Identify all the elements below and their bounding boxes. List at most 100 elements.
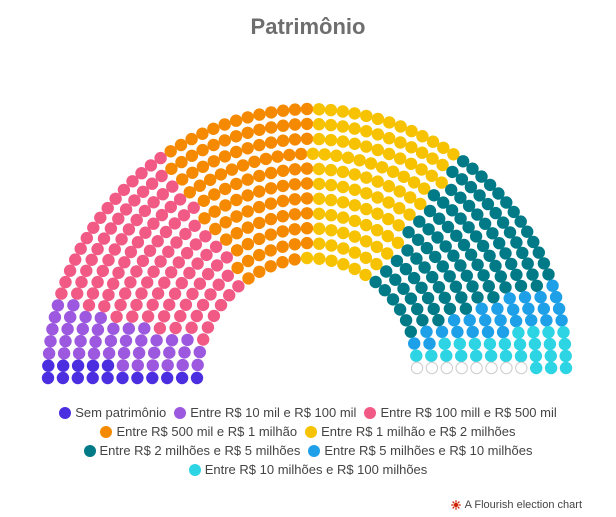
seat-dot[interactable] [431, 231, 444, 244]
seat-dot[interactable] [138, 204, 152, 218]
seat-dot[interactable] [300, 207, 314, 220]
seat-dot[interactable] [313, 222, 326, 235]
seat-dot[interactable] [411, 302, 424, 316]
seat-dot[interactable] [440, 349, 453, 362]
seat-dot[interactable] [477, 269, 490, 282]
seat-dot[interactable] [414, 197, 427, 211]
seat-dot[interactable] [145, 177, 159, 190]
seat-dot[interactable] [529, 349, 543, 363]
seat-dot[interactable] [527, 325, 540, 339]
seat-dot[interactable] [276, 164, 290, 177]
seat-dot[interactable] [499, 281, 512, 294]
seat-dot[interactable] [42, 359, 55, 372]
seat-dot[interactable] [460, 269, 473, 282]
seat-dot[interactable] [405, 141, 418, 154]
seat-dot[interactable] [86, 371, 99, 385]
seat-dot[interactable] [69, 253, 82, 266]
legend-item[interactable]: Entre R$ 2 milhões e R$ 5 milhões [83, 443, 300, 458]
seat-dot[interactable] [164, 145, 177, 158]
seat-dot[interactable] [102, 253, 115, 267]
seat-dot[interactable] [147, 217, 160, 230]
seat-dot[interactable] [248, 155, 261, 168]
seat-dot[interactable] [101, 371, 114, 385]
seat-dot[interactable] [496, 216, 510, 229]
seat-dot[interactable] [505, 257, 518, 271]
seat-dot[interactable] [117, 183, 131, 197]
seat-dot[interactable] [118, 256, 131, 269]
seat-dot[interactable] [300, 192, 314, 205]
seat-dot[interactable] [264, 136, 278, 149]
seat-dot[interactable] [426, 135, 440, 148]
seat-dot[interactable] [543, 337, 557, 351]
seat-dot[interactable] [336, 211, 350, 224]
seat-dot[interactable] [446, 165, 459, 179]
seat-dot[interactable] [433, 212, 446, 225]
seat-dot[interactable] [110, 310, 123, 323]
seat-dot[interactable] [197, 333, 210, 346]
seat-dot[interactable] [242, 272, 255, 285]
seat-dot[interactable] [381, 247, 394, 260]
seat-dot[interactable] [447, 148, 460, 161]
seat-dot[interactable] [271, 150, 284, 163]
seat-dot[interactable] [522, 302, 535, 315]
seat-dot[interactable] [410, 361, 424, 375]
seat-dot[interactable] [74, 242, 87, 255]
seat-dot[interactable] [264, 212, 278, 226]
seat-dot[interactable] [209, 222, 222, 236]
seat-dot[interactable] [223, 289, 236, 302]
seat-dot[interactable] [300, 102, 314, 116]
seat-dot[interactable] [447, 249, 460, 262]
seat-dot[interactable] [432, 314, 445, 327]
seat-dot[interactable] [360, 109, 373, 123]
seat-dot[interactable] [312, 192, 326, 205]
seat-dot[interactable] [241, 111, 254, 124]
seat-dot[interactable] [360, 140, 373, 153]
seat-dot[interactable] [300, 177, 314, 190]
seat-dot[interactable] [230, 210, 243, 223]
seat-dot[interactable] [341, 151, 355, 164]
seat-dot[interactable] [87, 221, 100, 234]
seat-dot[interactable] [435, 325, 449, 338]
seat-dot[interactable] [67, 299, 80, 312]
seat-dot[interactable] [389, 273, 402, 286]
seat-dot[interactable] [130, 298, 143, 312]
seat-dot[interactable] [283, 148, 296, 162]
seat-dot[interactable] [313, 252, 326, 265]
seat-dot[interactable] [336, 135, 350, 148]
seat-dot[interactable] [193, 277, 207, 290]
seat-dot[interactable] [150, 334, 163, 347]
seat-dot[interactable] [559, 349, 572, 363]
seat-dot[interactable] [166, 180, 179, 193]
seat-dot[interactable] [397, 282, 410, 295]
seat-dot[interactable] [159, 225, 173, 239]
seat-dot[interactable] [102, 288, 115, 302]
seat-dot[interactable] [288, 193, 302, 206]
seat-dot[interactable] [204, 173, 217, 186]
seat-dot[interactable] [324, 163, 338, 177]
seat-dot[interactable] [453, 337, 466, 350]
seat-dot[interactable] [168, 287, 182, 300]
seat-dot[interactable] [482, 280, 495, 293]
seat-dot[interactable] [416, 130, 429, 143]
seat-dot[interactable] [514, 279, 528, 293]
seat-dot[interactable] [80, 231, 94, 245]
seat-dot[interactable] [91, 242, 104, 256]
seat-dot[interactable] [313, 237, 326, 250]
seat-dot[interactable] [318, 148, 331, 161]
seat-dot[interactable] [151, 287, 165, 300]
seat-dot[interactable] [196, 298, 210, 312]
seat-dot[interactable] [455, 291, 468, 304]
seat-dot[interactable] [312, 132, 326, 146]
seat-dot[interactable] [220, 251, 233, 264]
seat-dot[interactable] [390, 254, 404, 268]
seat-dot[interactable] [276, 179, 290, 193]
seat-dot[interactable] [336, 180, 350, 194]
seat-dot[interactable] [253, 248, 266, 262]
seat-dot[interactable] [360, 171, 373, 184]
seat-dot[interactable] [336, 196, 350, 209]
seat-dot[interactable] [116, 371, 129, 385]
seat-dot[interactable] [493, 237, 506, 250]
seat-dot[interactable] [410, 252, 423, 265]
seat-dot[interactable] [264, 244, 277, 257]
seat-dot[interactable] [276, 194, 290, 208]
